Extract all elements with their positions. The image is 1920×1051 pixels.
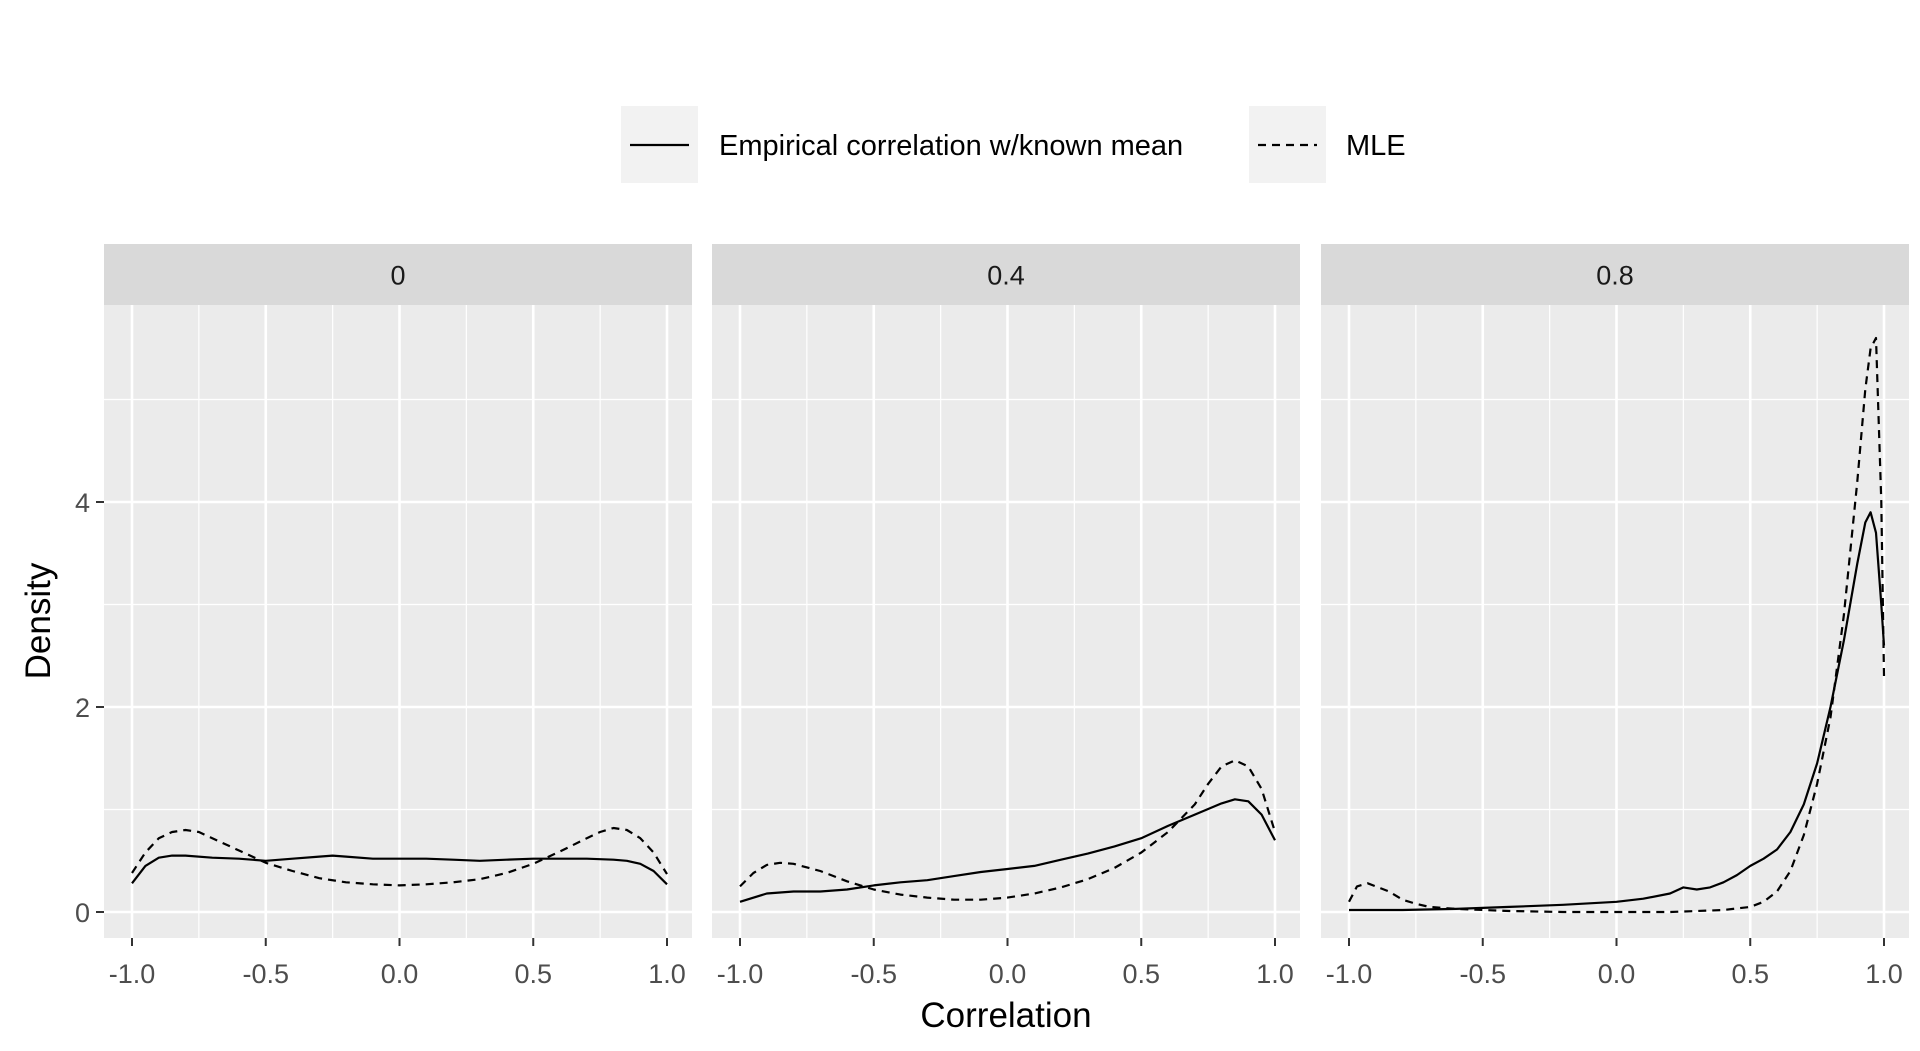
y-tick-label: 2: [75, 693, 90, 723]
x-tick-label: 0.0: [1598, 959, 1636, 989]
facet-panel-0.4: 0.4 -1.0 -0.5 0.0 0.5 1.0: [712, 244, 1300, 989]
x-tick-label: -1.0: [1326, 959, 1373, 989]
facet-strip-label: 0: [390, 261, 405, 291]
y-axis: 0 2 4: [75, 488, 104, 928]
x-tick-label: 0.0: [989, 959, 1027, 989]
mle-density-line: [1348, 336, 1886, 914]
facet-panel-0: 0 -1.0 -0.5 0.0 0.5 1.0: [104, 244, 692, 989]
y-tick-label: 4: [75, 488, 90, 518]
facet-strip: [104, 244, 692, 305]
x-tick-label: 0.5: [514, 959, 552, 989]
y-axis-title: Density: [19, 562, 58, 679]
panel-background: [712, 305, 1300, 938]
facet-strip: [712, 244, 1300, 305]
facet-strip-label: 0.4: [987, 261, 1025, 291]
legend: Empirical correlation w/known mean MLE: [621, 106, 1406, 183]
x-axis-title: Correlation: [920, 996, 1091, 1035]
x-tick-label: -0.5: [850, 959, 897, 989]
facet-panels: 0-1.0 -0.5 0.0 0.5 1.00.4-1.0 -0.5 0.0 0.5 1.00.…: [104, 244, 1909, 989]
empirical-density-line: [131, 854, 668, 886]
legend-label: MLE: [1346, 130, 1406, 162]
x-tick-label: 1.0: [648, 959, 686, 989]
facet-strip: [1321, 244, 1909, 305]
facet-panel-0.8: 0.8 -1.0 -0.5 0.0 0.5 1.0: [1321, 244, 1909, 989]
empirical-density-line: [739, 798, 1276, 903]
y-tick-label: 0: [75, 898, 90, 928]
legend-label: Empirical correlation w/known mean: [719, 130, 1183, 162]
x-tick-label: -1.0: [717, 959, 764, 989]
facet-strip-label: 0.8: [1596, 261, 1634, 291]
x-tick-label: -0.5: [242, 959, 289, 989]
x-tick-label: 0.5: [1122, 959, 1160, 989]
legend-item-empirical: Empirical correlation w/known mean: [621, 106, 1183, 183]
panel-background: [1321, 305, 1909, 938]
x-tick-label: 1.0: [1865, 959, 1903, 989]
mle-density-line: [739, 759, 1277, 901]
legend-item-mle: MLE: [1249, 106, 1406, 183]
x-tick-label: -0.5: [1459, 959, 1506, 989]
x-tick-label: 0.5: [1731, 959, 1769, 989]
x-tick-label: 1.0: [1256, 959, 1294, 989]
mle-density-line: [131, 826, 668, 887]
x-tick-label: -1.0: [109, 959, 156, 989]
empirical-density-line: [1349, 511, 1886, 912]
x-tick-label: 0.0: [381, 959, 419, 989]
